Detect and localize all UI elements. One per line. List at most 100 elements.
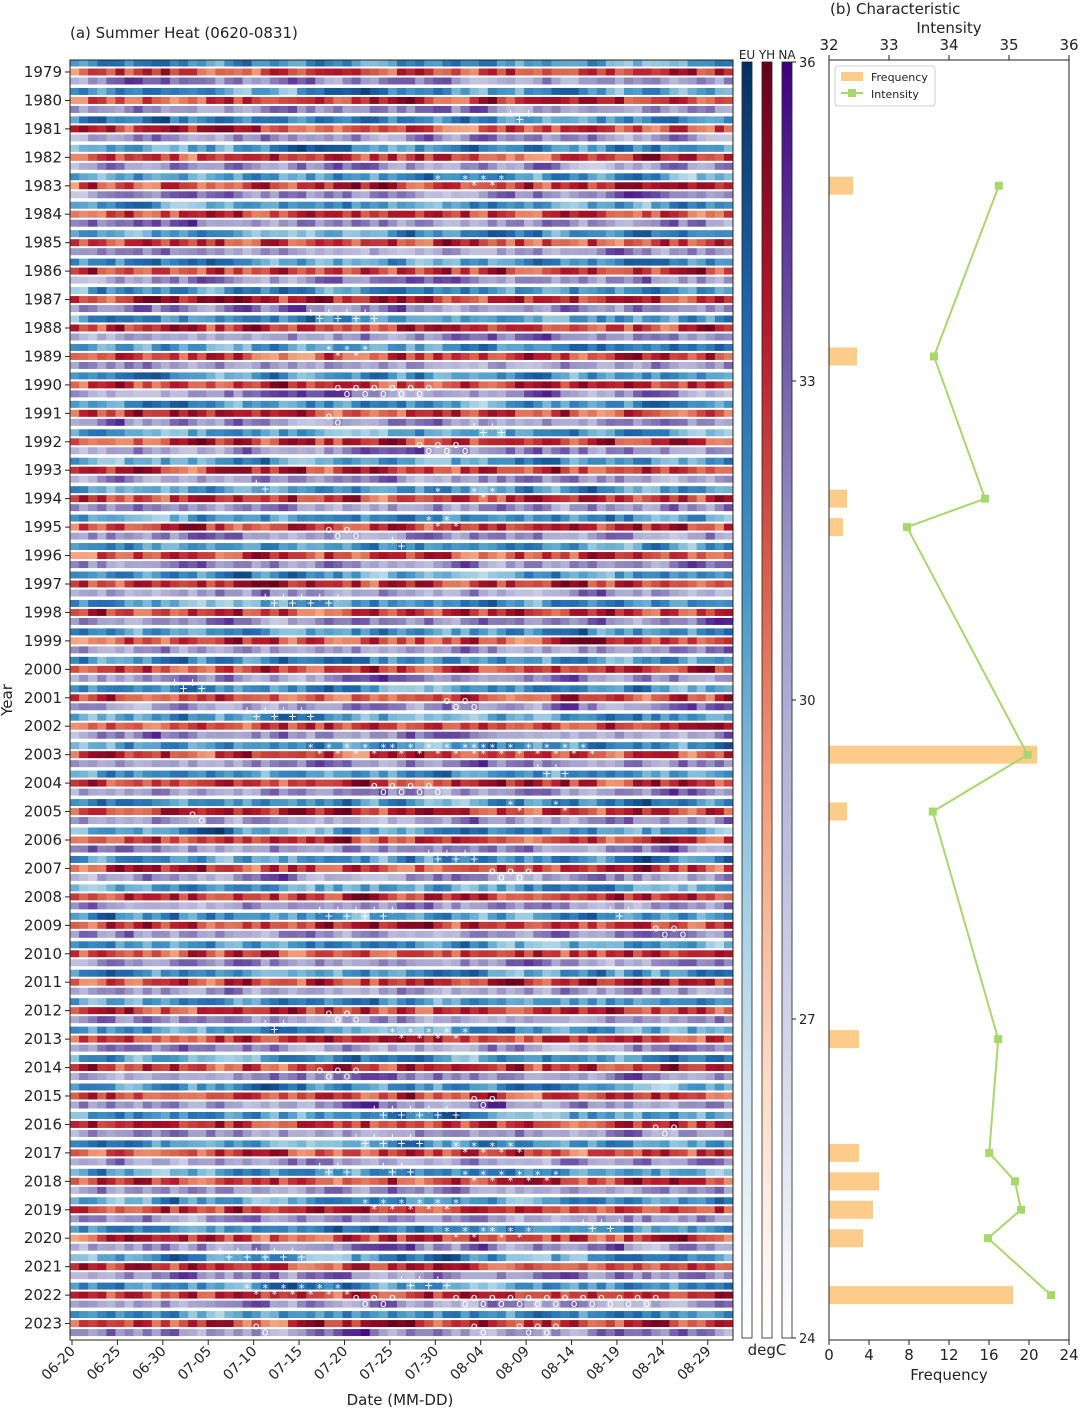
heat-cell [433,418,443,426]
heat-cell [578,674,589,682]
heat-cell [469,674,480,682]
heat-cell [496,276,507,284]
heat-cell [342,523,352,531]
heat-cell [469,210,480,218]
heat-cell [705,514,716,522]
heat-cell [333,77,343,85]
heat-cell [160,77,171,85]
heat-cell [505,153,516,161]
heat-cell [533,191,543,199]
heat-cell [406,144,416,152]
heat-cell [178,457,189,465]
heat-cell [260,656,271,664]
heat-cell [306,116,316,124]
heat-cell [406,400,416,408]
heat-cell [723,665,734,673]
heat-cell [115,694,125,702]
heat-cell [596,665,607,673]
heat-cell [596,134,607,142]
heat-cell [424,674,434,682]
heat-cell [169,665,180,673]
heat-cell [678,248,688,256]
heat-cell [387,77,398,85]
heat-cell [505,523,516,531]
heat-cell [224,637,234,645]
heat-cell [578,429,589,437]
heat-cell [369,561,380,569]
heat-cell [723,125,734,133]
heat-cell [224,694,234,702]
heat-cell [478,628,489,636]
heat-cell [705,105,716,113]
heat-cell [451,87,461,95]
heat-cell [478,230,489,238]
heat-cell [115,571,125,579]
heat-cell [460,589,471,597]
heat-cell [269,400,280,408]
heat-cell [696,230,707,238]
heat-cell [242,162,253,170]
heat-cell [524,429,534,437]
heat-cell [642,646,652,654]
heat-cell [596,287,607,295]
heat-cell [369,589,380,597]
heat-cell [351,447,362,455]
heat-cell [378,466,389,474]
heat-cell [524,685,534,693]
heat-cell [451,333,461,341]
heat-cell [424,400,434,408]
heat-cell [605,219,616,227]
heat-cell [287,486,298,494]
heat-cell [333,333,343,341]
heat-cell [578,628,589,636]
heat-cell [206,418,216,426]
heat-cell [197,447,207,455]
heat-cell [396,617,407,625]
heat-cell [360,589,371,597]
heat-cell [705,173,716,181]
heat-cell [396,210,407,218]
heat-cell [115,96,125,104]
heat-cell [478,457,489,465]
heat-cell [297,125,307,133]
heat-cell [642,210,652,218]
heat-cell [369,219,380,227]
heat-cell [342,628,352,636]
heat-cell [151,514,162,522]
heat-cell [714,87,725,95]
heat-cell [206,694,216,702]
heat-cell [188,324,198,332]
heat-cell [260,628,271,636]
heat-cell [687,372,698,380]
heat-cell [624,466,634,474]
heat-cell [88,694,98,702]
heat-strip-EU-1982 [70,144,734,152]
heat-cell [705,219,716,227]
heat-cell [206,637,216,645]
heat-cell [70,230,80,238]
heat-cell [324,665,334,673]
heat-cell [587,589,598,597]
heat-cell [533,219,543,227]
heat-cell [696,523,707,531]
heat-cell [660,457,670,465]
heat-cell [642,637,652,645]
heat-cell [487,475,498,483]
heat-cell [687,59,698,67]
heat-cell [360,495,371,503]
heat-cell [569,372,579,380]
heat-cell [215,571,225,579]
heat-cell [151,182,162,190]
heat-cell [133,429,144,437]
heat-cell [624,409,634,417]
heat-cell [587,523,598,531]
heat-cell [469,486,480,494]
heat-cell [596,343,607,351]
heat-cell [197,173,207,181]
heat-cell [596,276,607,284]
heat-cell [687,333,698,341]
heat-cell [206,230,216,238]
heat-cell [333,144,343,152]
heat-cell [624,580,634,588]
heat-cell [387,665,398,673]
